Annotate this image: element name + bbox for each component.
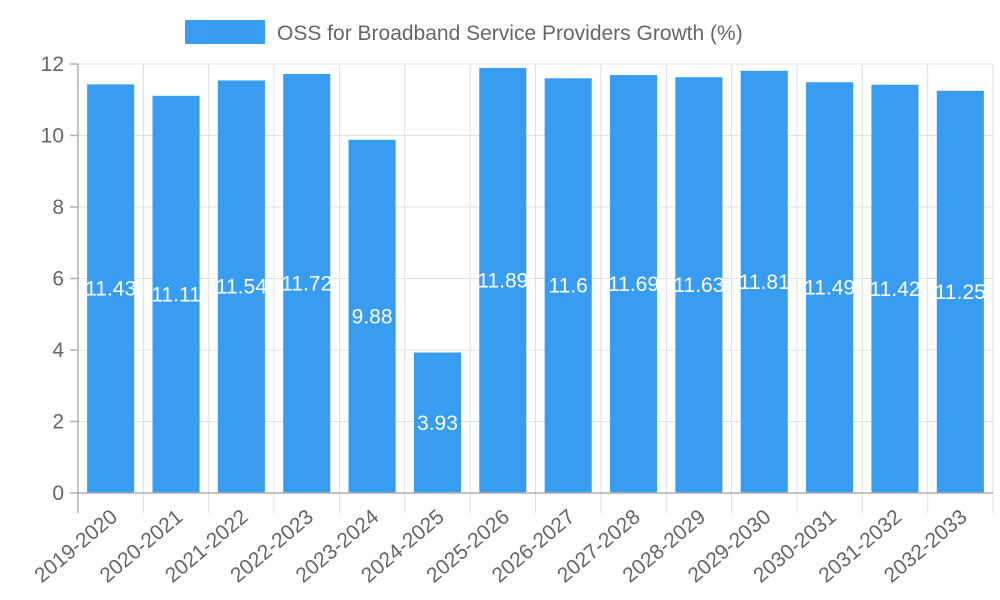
data-label: 11.69 [608,273,659,296]
bar[interactable] [936,90,984,493]
data-label: 9.88 [352,305,393,328]
y-tick-label: 2 [52,411,64,434]
bar[interactable] [152,95,200,493]
bar[interactable] [675,77,723,493]
data-label: 11.25 [935,281,986,304]
legend-swatch [185,20,265,44]
bar[interactable] [610,75,658,494]
y-tick-label: 10 [41,125,64,148]
bar[interactable] [283,74,331,493]
data-label: 11.6 [549,275,588,298]
legend[interactable]: OSS for Broadband Service Providers Grow… [185,20,743,45]
data-label: 11.81 [739,271,790,294]
bar[interactable] [217,80,265,493]
legend-label: OSS for Broadband Service Providers Grow… [277,22,743,45]
data-label: 11.89 [477,269,528,292]
data-label: 11.72 [281,273,332,296]
y-tick-label: 0 [52,482,64,505]
bar[interactable] [544,78,592,494]
y-tick-label: 8 [52,196,64,219]
data-label: 11.42 [869,278,920,301]
data-label: 11.43 [85,278,136,301]
bar[interactable] [740,70,788,493]
y-tick-label: 4 [52,339,64,362]
bar[interactable] [413,352,461,493]
bar[interactable] [87,84,135,493]
y-tick-label: 12 [41,53,64,76]
bar[interactable] [348,139,396,494]
data-label: 11.11 [151,283,200,306]
data-label: 11.63 [673,274,724,297]
bar[interactable] [806,82,854,494]
y-tick-label: 6 [52,268,64,291]
bar[interactable] [871,84,919,494]
data-label: 11.49 [804,277,855,300]
data-label: 3.93 [417,412,458,435]
data-label: 11.54 [216,276,267,299]
bar[interactable] [479,67,527,494]
